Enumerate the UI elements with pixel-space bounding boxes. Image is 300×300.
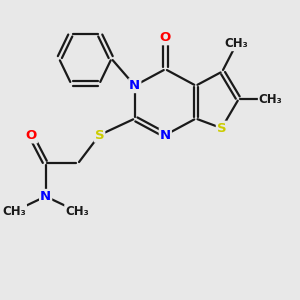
Text: O: O: [160, 31, 171, 44]
Text: O: O: [26, 129, 37, 142]
Text: CH₃: CH₃: [259, 93, 283, 106]
Text: S: S: [95, 128, 104, 142]
Text: N: N: [40, 190, 51, 203]
Text: N: N: [160, 128, 171, 142]
Text: S: S: [217, 122, 226, 135]
Text: CH₃: CH₃: [65, 205, 89, 218]
Text: N: N: [129, 79, 140, 92]
Text: CH₃: CH₃: [225, 37, 248, 50]
Text: CH₃: CH₃: [2, 205, 26, 218]
